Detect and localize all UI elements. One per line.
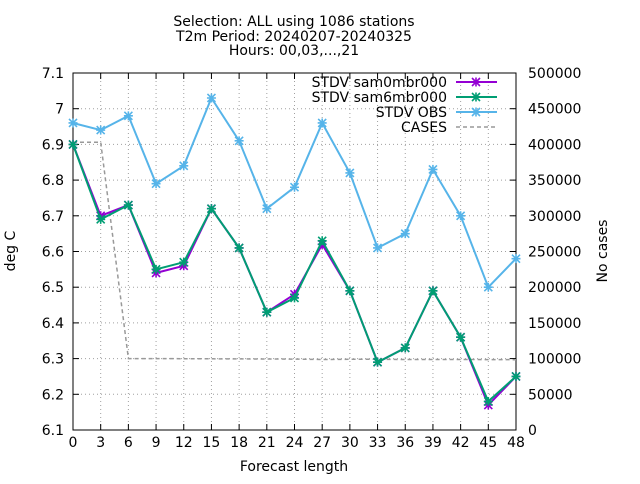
x-tick-label: 33 xyxy=(369,435,387,451)
data-point-marker xyxy=(511,371,521,382)
y-tick-label: 6.1 xyxy=(42,423,64,439)
y-tick-label: 6.9 xyxy=(42,137,64,153)
x-tick-label: 9 xyxy=(152,435,161,451)
data-point-marker xyxy=(234,243,244,253)
data-point-marker xyxy=(456,332,466,342)
y2-axis-label: No cases xyxy=(595,220,611,283)
y-tick-label: 6.8 xyxy=(42,173,64,189)
data-point-marker xyxy=(179,257,189,267)
data-point-marker xyxy=(483,396,493,407)
data-point-marker xyxy=(206,204,217,214)
data-point-marker xyxy=(262,307,272,317)
x-tick-label: 39 xyxy=(424,435,442,451)
x-tick-label: 18 xyxy=(230,435,248,451)
x-tick-label: 27 xyxy=(313,435,331,451)
legend-label: STDV sam6mbr000 xyxy=(312,90,447,106)
data-point-marker xyxy=(206,93,217,103)
data-point-marker xyxy=(483,282,493,292)
y-tick-label: 6.4 xyxy=(42,316,64,332)
data-point-marker xyxy=(456,211,466,221)
x-tick-label: 36 xyxy=(396,435,414,451)
data-point-marker xyxy=(289,293,300,303)
data-point-marker xyxy=(345,286,355,296)
data-point-marker xyxy=(151,179,161,189)
y2-tick-label: 200000 xyxy=(528,280,581,296)
legend-label: CASES xyxy=(401,120,447,136)
data-point-marker xyxy=(68,139,78,149)
data-point-marker xyxy=(68,118,78,128)
data-point-marker xyxy=(471,107,481,117)
data-point-marker xyxy=(471,77,481,87)
data-point-marker xyxy=(400,343,410,353)
data-point-marker xyxy=(96,214,106,224)
data-point-marker xyxy=(179,161,189,171)
x-tick-label: 3 xyxy=(96,435,105,451)
legend-label: STDV sam0mbr000 xyxy=(312,75,447,91)
y2-tick-label: 250000 xyxy=(528,245,581,261)
legend-label: STDV OBS xyxy=(376,105,447,121)
y-tick-label: 6.7 xyxy=(42,209,64,225)
x-tick-label: 30 xyxy=(341,435,359,451)
data-point-marker xyxy=(400,229,410,239)
series-lines xyxy=(68,93,521,410)
data-point-marker xyxy=(234,136,244,146)
y-tick-label: 6.3 xyxy=(42,352,64,368)
y-tick-label: 7 xyxy=(55,102,64,118)
x-tick-label: 48 xyxy=(507,435,525,451)
data-point-marker xyxy=(262,204,272,214)
data-point-marker xyxy=(372,357,383,367)
data-point-marker xyxy=(151,264,161,274)
y2-tick-label: 500000 xyxy=(528,66,581,82)
y-axis-label: deg C xyxy=(3,230,19,271)
x-tick-label: 42 xyxy=(452,435,470,451)
data-point-marker xyxy=(289,182,300,192)
x-tick-label: 0 xyxy=(69,435,78,451)
x-axis-label: Forecast length xyxy=(240,459,348,475)
y2-tick-label: 50000 xyxy=(528,387,573,403)
x-tick-label: 24 xyxy=(286,435,304,451)
x-tick-label: 6 xyxy=(124,435,133,451)
y2-tick-label: 350000 xyxy=(528,173,581,189)
y2-tick-label: 0 xyxy=(528,423,537,439)
y2-tick-label: 400000 xyxy=(528,137,581,153)
x-tick-label: 15 xyxy=(203,435,221,451)
x-tick-label: 12 xyxy=(175,435,193,451)
data-point-marker xyxy=(317,118,327,128)
y2-tick-label: 450000 xyxy=(528,102,581,118)
axes: 0 3 6 9 12 15 18 21 24 27 30 33 36 39 42 45 486.16.26.36… xyxy=(42,66,582,451)
series-line xyxy=(72,95,517,290)
y2-tick-label: 300000 xyxy=(528,209,581,225)
y-tick-label: 6.2 xyxy=(42,387,64,403)
y2-tick-label: 100000 xyxy=(528,352,581,368)
data-point-marker xyxy=(317,236,327,246)
chart-title-line-1: Selection: ALL using 1086 stations xyxy=(173,14,414,30)
x-tick-label: 21 xyxy=(258,435,276,451)
data-point-marker xyxy=(372,243,383,253)
chart-title-line-2: T2m Period: 20240207-20240325 xyxy=(175,29,412,45)
data-point-marker xyxy=(123,200,133,210)
data-point-marker xyxy=(428,164,438,174)
y2-tick-label: 150000 xyxy=(528,316,581,332)
y-tick-label: 6.6 xyxy=(42,245,64,261)
y-tick-label: 7.1 xyxy=(42,66,64,82)
data-point-marker xyxy=(123,111,133,121)
data-point-marker xyxy=(471,92,481,102)
grid-lines xyxy=(73,73,516,430)
data-point-marker xyxy=(511,254,521,264)
data-point-marker xyxy=(428,286,438,296)
chart-title-line-3: Hours: 00,03,...,21 xyxy=(229,43,359,59)
y-tick-label: 6.5 xyxy=(42,280,64,296)
data-point-marker xyxy=(345,168,355,178)
data-point-marker xyxy=(96,125,106,135)
x-tick-label: 45 xyxy=(479,435,497,451)
